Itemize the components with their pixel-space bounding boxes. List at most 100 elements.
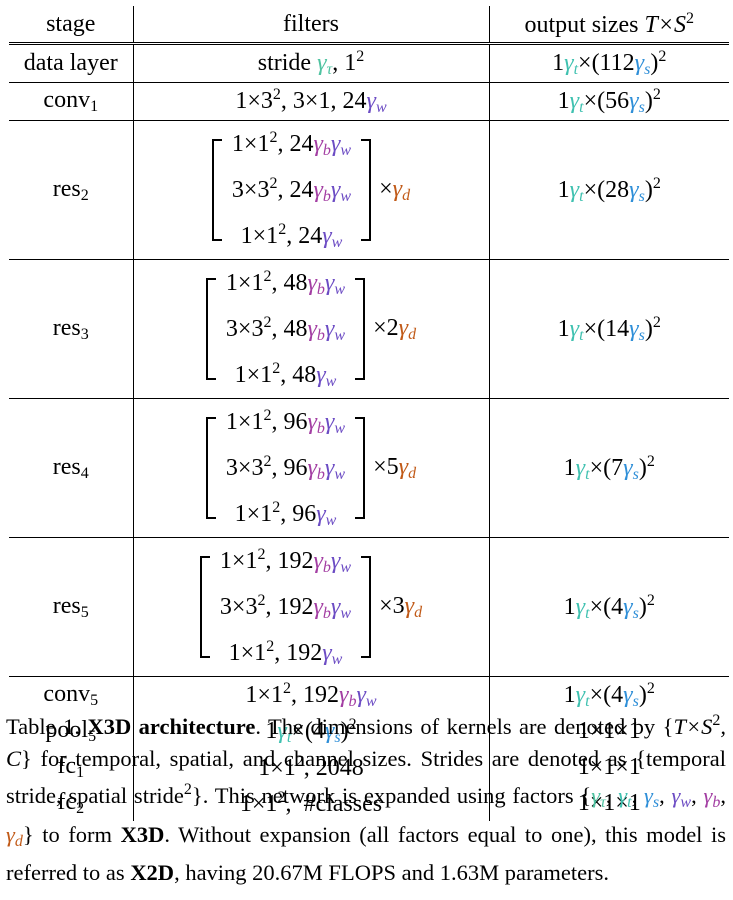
kernel-channels: , 96 — [280, 501, 317, 527]
filters-cell: 1×12, 192γbγw 3×32, 192γbγw 1×12, 192γw ×3γ… — [132, 537, 489, 677]
table-row: fc1 1×12, 2048 1×1×1 — [9, 749, 729, 785]
superscript: 2 — [257, 592, 266, 609]
kernel-channels: , 96 — [271, 409, 308, 435]
separator: , — [659, 783, 672, 808]
stage-text: pool — [45, 716, 89, 743]
gamma-subscript: b — [316, 466, 325, 483]
right-bracket — [355, 278, 366, 380]
output-text: ×(14 — [583, 315, 630, 342]
superscript: 2 — [277, 788, 286, 806]
caption-paragraph: Table 1. X3D architecture. The dimension… — [6, 705, 726, 889]
gamma-symbol: γ — [313, 594, 323, 620]
filters-text: , 2048 — [303, 754, 364, 781]
table-row: res5 1×12, 192γbγw 3×32, 192γbγw 1×12, 192γ… — [9, 537, 729, 677]
gamma-subscript: t — [579, 187, 584, 205]
gamma-subscript: s — [638, 326, 645, 344]
kernel-size: 1×1 — [225, 409, 264, 435]
table-row: res2 1×12, 24γbγw 3×32, 24γbγw 1×12, 24γw ×γ… — [9, 120, 729, 260]
gamma-symbol: γ — [591, 783, 601, 808]
left-bracket — [211, 139, 222, 241]
gamma-subscript: w — [340, 605, 352, 622]
gamma-subscript: s — [652, 794, 660, 811]
kernel-line: 3×32, 48γbγw — [226, 306, 345, 352]
gamma-symbol: γ — [313, 548, 323, 574]
gamma-subscript: b — [322, 559, 331, 576]
filters-cell: 1×12, 192γbγw — [132, 676, 489, 713]
stage-cell: res5 — [9, 538, 133, 677]
gamma-subscript: b — [322, 188, 331, 205]
output-text: ) — [644, 176, 653, 203]
repeat-factor: ×2γd — [373, 315, 416, 344]
stage-text: res — [52, 592, 81, 619]
gamma-symbol: γ — [313, 131, 323, 157]
superscript: 2 — [282, 679, 291, 697]
gamma-subscript: w — [334, 281, 346, 298]
repeat-text: ×2 — [373, 314, 399, 341]
output-text: ) — [644, 88, 653, 114]
stage-text: res — [52, 175, 81, 202]
repeat-factor: ×5γd — [373, 454, 416, 483]
gamma-symbol: γ — [671, 783, 681, 808]
left-bracket — [205, 417, 216, 519]
gamma-symbol: γ — [569, 176, 580, 203]
gamma-symbol: γ — [324, 455, 335, 481]
table-row: data layer stride γτ, 12 1γt×(112γs)2 — [9, 43, 729, 83]
repeat-text: ×5 — [373, 453, 399, 480]
gamma-symbol: γ — [324, 409, 335, 435]
separator: , — [720, 783, 726, 808]
filters-text: 1×1 — [245, 681, 283, 708]
gamma-subscript: s — [334, 728, 341, 746]
gamma-subscript: t — [585, 692, 590, 710]
stage-subscript: 4 — [80, 464, 89, 482]
kernel-size: 1×1 — [234, 362, 273, 388]
caption-model-name: X3D — [120, 821, 165, 847]
gamma-symbol: γ — [316, 501, 326, 527]
left-bracket — [199, 556, 210, 658]
filters-cell: 1γt×(4γs)2 — [132, 713, 489, 749]
filters-cell: 1×32, 3×1, 24γw — [132, 82, 489, 121]
caption-superscript: 2 — [712, 712, 721, 729]
output-cell: 1×1×1 — [488, 749, 729, 785]
output-text: ×(28 — [583, 176, 630, 203]
kernel-line: 3×32, 192γbγw — [220, 584, 351, 630]
stage-cell: res2 — [9, 121, 133, 260]
factor-list: γτ, γt, γs, γw, γb, γd — [6, 783, 726, 850]
caption-text: . The dimensions of kernels are denoted … — [255, 714, 674, 739]
output-text: ×(56 — [583, 88, 630, 114]
superscript: 2 — [646, 591, 655, 609]
gamma-subscript: b — [322, 605, 331, 622]
gamma-symbol: γ — [322, 640, 332, 666]
gamma-symbol: γ — [569, 315, 580, 342]
gamma-subscript: w — [331, 651, 343, 668]
header-output-sup: 2 — [686, 9, 695, 27]
stage-cell: fc2 — [9, 785, 133, 821]
gamma-symbol: γ — [634, 50, 645, 76]
kernel-size: 3×3 — [225, 316, 264, 342]
superscript: 2 — [263, 453, 272, 470]
gamma-symbol: γ — [330, 177, 341, 203]
right-bracket — [361, 556, 372, 658]
caption-label: Table 1. — [6, 714, 80, 739]
header-output: output sizes T×S2 — [488, 6, 729, 44]
gamma-symbol: γ — [629, 315, 639, 342]
bracket-block: 1×12, 48γbγw 3×32, 48γbγw 1×12, 48γw ×2γd — [205, 260, 416, 398]
stage-subscript: 1 — [76, 763, 85, 781]
header-filters: filters — [132, 6, 489, 44]
gamma-symbol: γ — [307, 316, 317, 342]
gamma-symbol: γ — [623, 593, 633, 620]
output-text: ×(112 — [578, 50, 635, 76]
output-text: ) — [650, 50, 659, 76]
superscript: 2 — [263, 314, 272, 331]
stage-cell: conv5 — [9, 677, 133, 714]
stage-text: fc — [57, 752, 77, 779]
output-text: 1 — [552, 50, 565, 76]
gamma-symbol: γ — [398, 314, 409, 341]
gamma-subscript: t — [286, 728, 292, 746]
gamma-subscript: b — [348, 692, 357, 710]
superscript: 2 — [269, 129, 278, 146]
superscript: 2 — [356, 48, 365, 65]
gamma-symbol: γ — [307, 270, 317, 296]
repeat-text: ×3 — [379, 592, 405, 619]
stage-cell: res4 — [9, 399, 133, 538]
gamma-subscript: w — [365, 692, 377, 710]
